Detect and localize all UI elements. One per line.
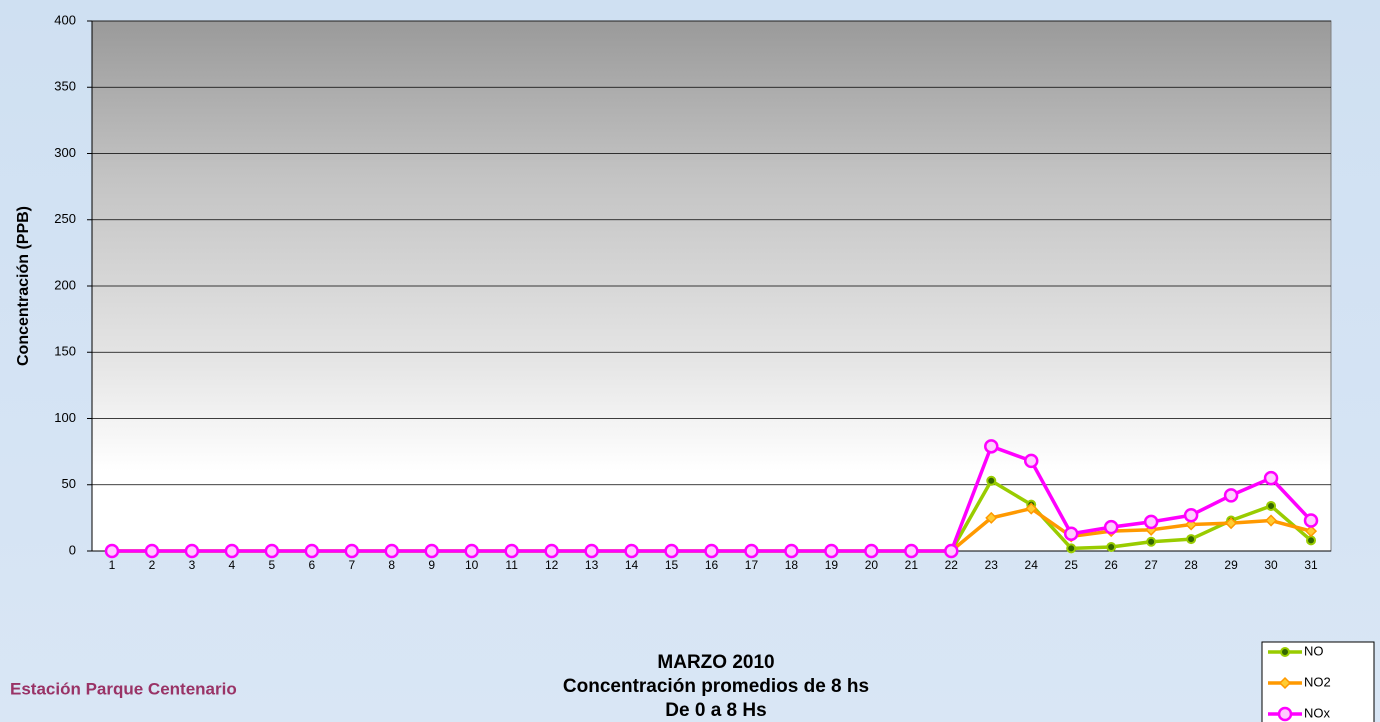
- marker: [1278, 676, 1292, 690]
- marker: [1303, 513, 1319, 528]
- marker: [904, 543, 919, 559]
- x-tick-label: 18: [785, 558, 799, 572]
- chart-subtitle: De 0 a 8 Hs: [665, 700, 766, 721]
- marker: [1106, 542, 1117, 553]
- marker: [664, 543, 679, 559]
- marker: [504, 543, 519, 559]
- x-tick-label: 20: [865, 558, 879, 572]
- x-tick-label: 4: [229, 558, 236, 572]
- x-tick-label: 8: [388, 558, 395, 572]
- x-tick-label: 5: [269, 558, 276, 572]
- x-tick-label: 16: [705, 558, 719, 572]
- marker: [1066, 543, 1077, 554]
- marker: [784, 543, 799, 559]
- chart-title: MARZO 2010: [657, 652, 774, 673]
- legend-label: NOx: [1304, 705, 1331, 720]
- x-tick-label: 19: [825, 558, 839, 572]
- x-tick-label: 27: [1144, 558, 1158, 572]
- x-tick-label: 29: [1224, 558, 1238, 572]
- x-tick-label: 12: [545, 558, 559, 572]
- marker: [824, 543, 839, 559]
- y-tick-label: 100: [54, 410, 76, 425]
- y-tick-label: 200: [54, 277, 76, 292]
- chart-subtitle: Concentración promedios de 8 hs: [563, 676, 869, 697]
- marker: [144, 543, 160, 559]
- x-tick-label: 1: [109, 558, 116, 572]
- marker: [184, 543, 200, 559]
- x-tick-label: 31: [1304, 558, 1318, 572]
- x-tick-label: 25: [1065, 558, 1079, 572]
- x-tick-label: 10: [465, 558, 479, 572]
- x-tick-label: 17: [745, 558, 759, 572]
- x-tick-label: 9: [428, 558, 435, 572]
- marker: [1186, 534, 1197, 545]
- marker: [985, 511, 998, 524]
- marker: [1223, 488, 1239, 503]
- marker: [584, 543, 599, 559]
- marker: [304, 543, 320, 559]
- marker: [1146, 536, 1157, 547]
- marker: [464, 543, 479, 559]
- x-tick-label: 14: [625, 558, 639, 572]
- marker: [1266, 500, 1277, 511]
- y-tick-label: 150: [54, 344, 76, 359]
- station-label: Estación Parque Centenario: [10, 679, 237, 698]
- marker: [1225, 517, 1238, 530]
- y-tick-label: 350: [54, 79, 76, 94]
- marker: [1063, 526, 1079, 542]
- y-tick-label: 300: [54, 145, 76, 160]
- marker: [544, 543, 559, 559]
- x-tick-label: 22: [945, 558, 959, 572]
- x-tick-label: 28: [1184, 558, 1198, 572]
- marker: [984, 439, 999, 454]
- legend-label: NO2: [1304, 674, 1331, 689]
- x-tick-label: 13: [585, 558, 599, 572]
- marker: [744, 543, 759, 559]
- x-tick-label: 26: [1104, 558, 1118, 572]
- marker: [384, 543, 400, 559]
- marker: [704, 543, 719, 559]
- y-tick-label: 0: [69, 542, 76, 557]
- marker: [1023, 453, 1039, 469]
- x-tick-label: 21: [905, 558, 919, 572]
- marker: [224, 543, 240, 559]
- marker: [1264, 514, 1278, 527]
- x-tick-label: 7: [348, 558, 355, 572]
- marker: [1306, 535, 1317, 546]
- x-tick-label: 15: [665, 558, 679, 572]
- marker: [1103, 519, 1119, 535]
- y-tick-label: 50: [62, 476, 76, 491]
- x-tick-label: 24: [1025, 558, 1039, 572]
- x-tick-label: 11: [505, 558, 518, 572]
- marker: [624, 543, 639, 559]
- marker: [1143, 514, 1159, 530]
- marker: [864, 543, 879, 559]
- marker: [424, 543, 439, 559]
- marker: [1280, 647, 1290, 657]
- marker: [344, 543, 360, 559]
- x-tick-label: 6: [308, 558, 315, 572]
- y-tick-label: 400: [54, 12, 76, 27]
- marker: [104, 543, 120, 559]
- x-tick-label: 23: [985, 558, 999, 572]
- marker: [944, 543, 959, 559]
- y-axis-title: Concentración (PPB): [15, 206, 32, 366]
- marker: [1304, 525, 1318, 538]
- legend-label: NO: [1304, 643, 1324, 658]
- marker: [264, 543, 280, 559]
- marker: [1025, 502, 1038, 515]
- marker: [1263, 470, 1279, 486]
- marker: [1183, 507, 1199, 523]
- x-tick-label: 3: [189, 558, 196, 572]
- marker: [1277, 706, 1293, 722]
- x-tick-label: 2: [149, 558, 156, 572]
- x-tick-label: 30: [1264, 558, 1278, 572]
- y-tick-label: 250: [54, 211, 76, 226]
- marker: [986, 475, 997, 486]
